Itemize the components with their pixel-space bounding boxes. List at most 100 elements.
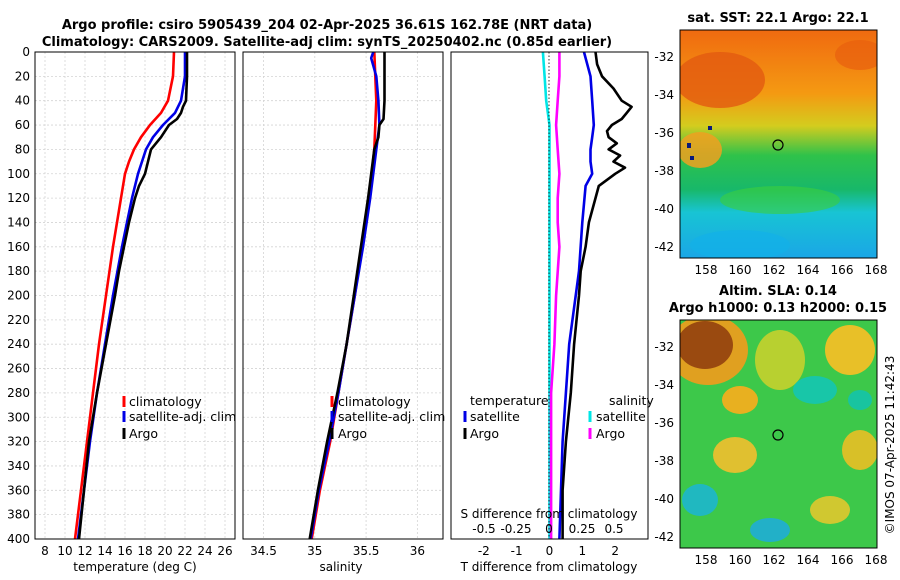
x-tick-label: 36 — [410, 544, 425, 558]
x-tick-label: -2 — [478, 544, 490, 558]
salinity-panel: 34.5 35 35.5 36 salinity climatology satell… — [242, 51, 445, 574]
x-tick-label: 1 — [579, 544, 587, 558]
x-tick-label: -1 — [511, 544, 523, 558]
sla-high — [842, 430, 877, 470]
x-tick-label: 14 — [97, 544, 112, 558]
t-difference-x-label: T difference from climatology — [460, 560, 638, 574]
copyright-stamp: ©IMOS 07-Apr-2025 11:42:43 — [883, 356, 897, 535]
depth-tick-label: 220 — [7, 313, 30, 327]
sla-low — [750, 518, 790, 542]
depth-tick-labels: 0 20 40 60 80 100 120 140 160 180 200 220 240 260 280 3… — [7, 45, 30, 546]
sla-map-title-1: Altim. SLA: 0.14 — [719, 284, 837, 299]
temperature-lines — [73, 51, 189, 540]
depth-tick-label: 40 — [15, 94, 30, 108]
legend-temperature-title: temperature — [470, 393, 549, 408]
s-tick-label: 0.25 — [569, 522, 596, 536]
s-difference-tick-labels: -0.5 -0.25 0 0.25 0.5 — [472, 522, 623, 536]
legend-argo-label: Argo — [129, 426, 158, 441]
lat-tick-label: -32 — [654, 340, 674, 354]
depth-tick-label: 280 — [7, 386, 30, 400]
difference-legend: temperature satellite Argo salinity sate… — [463, 393, 654, 441]
series-line — [561, 51, 633, 539]
salinity-legend: climatology satellite-adj. clim Argo — [330, 394, 445, 441]
sla-low — [682, 484, 718, 516]
temperature-panel: 0 20 40 60 80 100 120 140 160 180 200 220 240 260 280 3… — [7, 45, 236, 574]
legend-climatology-label: climatology — [338, 394, 411, 409]
lon-tick-label: 166 — [831, 263, 854, 277]
lat-tick-label: -42 — [654, 530, 674, 544]
depth-tick-label: 400 — [7, 532, 30, 546]
x-tick-label: 24 — [197, 544, 212, 558]
x-tick-label: 20 — [157, 544, 172, 558]
legend-argo-label: Argo — [338, 426, 367, 441]
x-tick-label: 16 — [117, 544, 132, 558]
sla-map-panel: Altim. SLA: 0.14 Argo h1000: 0.13 h2000:… — [654, 284, 887, 567]
legend-satellite-label: satellite-adj. clim — [129, 409, 236, 424]
depth-tick-label: 60 — [15, 118, 30, 132]
s-tick-label: -0.5 — [472, 522, 495, 536]
s-difference-axis-label: S difference from climatology — [461, 507, 638, 521]
cool-patch — [690, 230, 790, 258]
sst-heatmap — [680, 30, 877, 258]
legend-satellite-label: satellite-adj. clim — [338, 409, 445, 424]
cloud-pixel — [687, 143, 691, 148]
legend-salinity-title: salinity — [609, 393, 654, 408]
lon-tick-label: 162 — [763, 553, 786, 567]
series-line — [73, 51, 176, 540]
depth-tick-label: 320 — [7, 435, 30, 449]
lon-tick-label: 158 — [695, 553, 718, 567]
lon-tick-label: 160 — [729, 263, 752, 277]
depth-tick-label: 20 — [15, 69, 30, 83]
lon-tick-label: 160 — [729, 553, 752, 567]
legend-s-satellite-label: satellite — [596, 409, 646, 424]
lon-tick-label: 158 — [695, 263, 718, 277]
salinity-tick-labels: 34.5 35 35.5 36 — [250, 544, 425, 558]
depth-tick-label: 240 — [7, 337, 30, 351]
x-tick-label: 35 — [307, 544, 322, 558]
depth-tick-label: 80 — [15, 142, 30, 156]
depth-tick-label: 340 — [7, 459, 30, 473]
x-tick-label: 34.5 — [250, 544, 277, 558]
lat-tick-label: -38 — [654, 164, 674, 178]
cool-patch — [720, 186, 840, 214]
sla-high — [755, 330, 805, 390]
depth-tick-label: 300 — [7, 410, 30, 424]
x-tick-label: 18 — [137, 544, 152, 558]
lat-tick-label: -36 — [654, 416, 674, 430]
x-tick-label: 22 — [177, 544, 192, 558]
series-line — [77, 52, 189, 540]
legend-climatology-label: climatology — [129, 394, 202, 409]
s-tick-label: -0.25 — [500, 522, 531, 536]
x-tick-label: 0 — [546, 544, 554, 558]
temperature-axes-box — [34, 51, 236, 540]
salinity-axes-box — [242, 51, 444, 540]
temperature-x-label: temperature (deg C) — [73, 560, 196, 574]
figure-title-line1: Argo profile: csiro 5905439_204 02-Apr-2… — [62, 18, 592, 33]
lon-tick-label: 162 — [763, 263, 786, 277]
legend-t-satellite-label: satellite — [470, 409, 520, 424]
depth-tick-label: 380 — [7, 508, 30, 522]
x-tick-label: 26 — [217, 544, 232, 558]
sla-high — [810, 496, 850, 524]
depth-tick-label: 360 — [7, 483, 30, 497]
lon-tick-label: 164 — [797, 553, 820, 567]
sla-heatmap — [680, 320, 877, 548]
lat-tick-label: -40 — [654, 202, 674, 216]
temperature-grid — [35, 51, 235, 540]
temperature-legend: climatology satellite-adj. clim Argo — [122, 394, 236, 441]
depth-tick-label: 260 — [7, 362, 30, 376]
sst-map-title: sat. SST: 22.1 Argo: 22.1 — [687, 11, 868, 26]
series-line — [541, 51, 551, 539]
x-tick-label: 10 — [57, 544, 72, 558]
sla-low — [848, 390, 872, 410]
depth-tick-label: 0 — [22, 45, 30, 59]
lat-tick-label: -36 — [654, 126, 674, 140]
sla-low — [793, 376, 837, 404]
sla-high — [713, 437, 757, 473]
x-tick-label: 12 — [77, 544, 92, 558]
s-tick-label: 0 — [545, 522, 553, 536]
t-difference-tick-labels: -2 -1 0 1 2 — [478, 544, 619, 558]
x-tick-label: 2 — [611, 544, 619, 558]
lat-tick-label: -38 — [654, 454, 674, 468]
